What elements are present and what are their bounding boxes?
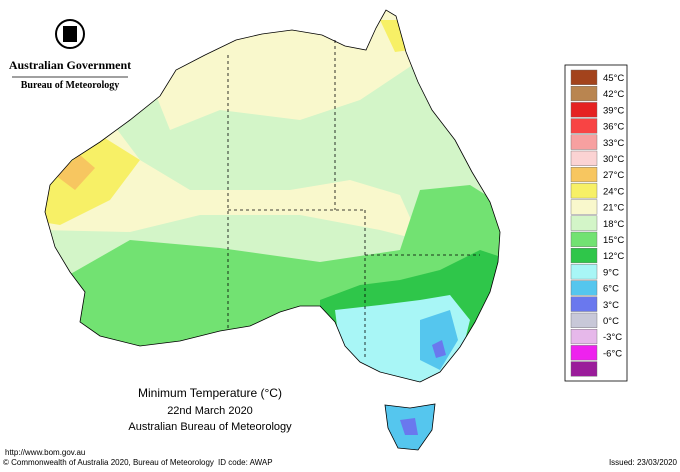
legend-swatch (570, 150, 598, 166)
region-3 (400, 418, 418, 435)
legend-swatch (570, 231, 598, 247)
caption-date: 22nd March 2020 (167, 405, 253, 417)
legend-swatch (570, 69, 598, 85)
legend-swatch (570, 312, 598, 328)
legend-swatch (570, 199, 598, 215)
legend-label: 24°C (603, 186, 624, 197)
legend-label: 27°C (603, 170, 624, 181)
legend-label: 42°C (603, 89, 624, 100)
legend-label: -6°C (603, 348, 622, 359)
legend: 45°C 42°C 39°C 36°C 33°C 30°C 27°C 24°C 21°C 18°C… (570, 69, 624, 377)
legend-swatch (570, 329, 598, 345)
caption-source: Australian Bureau of Meteorology (128, 421, 292, 433)
region-6 (420, 310, 458, 370)
legend-swatch (570, 102, 598, 118)
region-3 (432, 340, 446, 358)
legend-label: 6°C (603, 284, 619, 295)
legend-swatch (570, 361, 598, 377)
legend-swatch (570, 296, 598, 312)
legend-swatch (570, 183, 598, 199)
legend-label: 36°C (603, 122, 624, 133)
legend-label: 3°C (603, 300, 619, 311)
legend-label: 9°C (603, 267, 619, 278)
legend-label: 18°C (603, 219, 624, 230)
legend-swatch (570, 280, 598, 296)
region-21 (45, 120, 420, 240)
legend-label: 45°C (603, 73, 624, 84)
agency-name: Bureau of Meteorology (21, 80, 120, 91)
legend-label: 21°C (603, 203, 624, 214)
legend-label: 39°C (603, 105, 624, 116)
logo (55, 19, 85, 49)
legend-swatch (570, 166, 598, 183)
footer-issued: Issued: 23/03/2020 (609, 458, 678, 467)
outline (44, 9, 501, 451)
footer-copyright: © Commonwealth of Australia 2020, Bureau… (3, 458, 214, 467)
legend-label: -3°C (603, 332, 622, 343)
legend-swatch (570, 118, 598, 134)
legend-swatch (570, 345, 598, 361)
legend-label: 15°C (603, 235, 624, 246)
legend-swatch (570, 215, 598, 231)
legend-swatch (570, 247, 598, 264)
government-name: Australian Government (9, 58, 131, 72)
legend-label: 0°C (603, 316, 619, 327)
legend-swatch (570, 264, 598, 280)
legend-swatch (570, 134, 598, 150)
caption-title: Minimum Temperature (°C) (138, 386, 282, 400)
region-27 (55, 155, 95, 190)
legend-label: 33°C (603, 138, 624, 149)
footer-url: http://www.bom.gov.au (5, 448, 85, 457)
legend-label: 12°C (603, 251, 624, 262)
legend-label: 30°C (603, 154, 624, 165)
legend-swatch (570, 85, 598, 102)
footer-id: ID code: AWAP (218, 458, 273, 467)
